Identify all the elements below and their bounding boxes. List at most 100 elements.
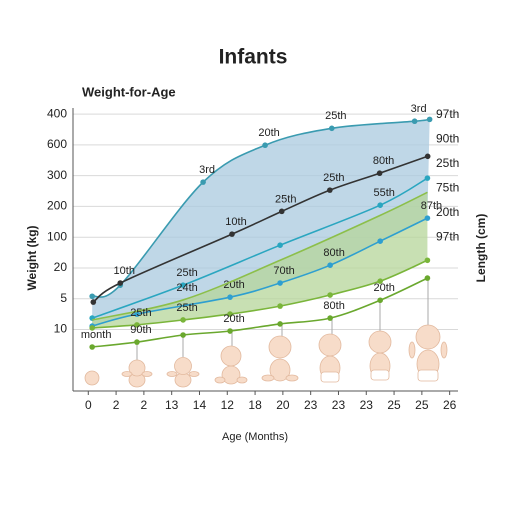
point	[180, 317, 186, 323]
point-label: 25th	[325, 110, 346, 122]
x-tick-label: 14	[193, 398, 207, 412]
y-tick-label: 10	[54, 322, 68, 336]
x-tick-label: 23	[304, 398, 318, 412]
y-tick-label: 600	[47, 137, 67, 151]
point-label: 25th	[176, 302, 197, 314]
point	[277, 242, 283, 248]
point	[377, 297, 383, 304]
point	[424, 215, 431, 221]
series-line	[92, 259, 428, 329]
point-label: 25th	[323, 172, 344, 184]
right-label: 25th	[436, 156, 459, 170]
point-label: 87th	[421, 200, 442, 212]
baby-icons	[84, 324, 448, 388]
point	[327, 187, 333, 193]
band	[92, 119, 430, 327]
x-tick-label: 12	[221, 398, 235, 412]
point-label: 20th	[258, 127, 279, 139]
point	[278, 208, 285, 215]
point-label: 3rd	[411, 103, 427, 115]
right-label: 97th	[436, 107, 459, 121]
point	[89, 325, 95, 331]
baby	[84, 370, 100, 386]
point-label: 10th	[114, 265, 135, 277]
point	[180, 332, 186, 338]
point	[227, 294, 233, 300]
point-label: 24th	[176, 282, 197, 294]
baby	[368, 330, 392, 381]
point	[89, 344, 95, 350]
y-tick-label: 5	[60, 291, 67, 305]
band	[92, 192, 428, 328]
point-label: 80th	[373, 155, 394, 167]
baby	[214, 345, 248, 385]
x-tick-label: 13	[165, 398, 179, 412]
point	[377, 278, 383, 284]
y-tick-label: 20	[54, 260, 68, 274]
point	[426, 116, 433, 123]
point	[424, 175, 431, 181]
point	[376, 170, 383, 177]
x-tick-label: 20	[276, 398, 290, 412]
right-label: 90th	[436, 132, 459, 146]
point	[227, 311, 233, 317]
x-tick-label: 2	[113, 398, 120, 412]
point	[229, 231, 235, 237]
point	[327, 292, 333, 298]
point-label: 80th	[323, 247, 344, 259]
point	[180, 282, 186, 288]
point-label: 90th	[130, 324, 151, 336]
point	[134, 322, 140, 328]
point-label: 25th	[130, 307, 151, 319]
point-label: 80th	[323, 300, 344, 312]
point-label: 25th	[275, 193, 296, 205]
baby	[261, 335, 299, 382]
chart-subtitle: Weight-for-Age	[82, 84, 176, 99]
x-tick-label: 25	[387, 398, 401, 412]
point	[424, 153, 431, 160]
lines: 3rd 20th 25th 3rd 20th 70th 80th 87th 25th 55th 10…	[81, 103, 442, 350]
point	[117, 280, 124, 286]
x-tick-label: 25	[415, 398, 429, 412]
x-tick-label: 18	[248, 398, 262, 412]
series-line	[92, 277, 428, 348]
baby	[121, 359, 153, 388]
right-label: 20th	[436, 205, 459, 219]
point	[262, 142, 268, 149]
point-label: month	[81, 329, 112, 341]
y-tick-label: 100	[47, 229, 67, 243]
point-label: 3rd	[199, 164, 215, 176]
y-tick-label: 400	[47, 106, 67, 120]
point	[327, 262, 333, 268]
point-label: 25th	[176, 267, 197, 279]
chart-title: Infants	[219, 46, 288, 69]
x-tick-label: 26	[443, 398, 457, 412]
right-label: 97th	[436, 230, 459, 244]
y2-axis-label: Length (cm)	[474, 214, 488, 283]
x-tick-label: 23	[360, 398, 374, 412]
point	[328, 125, 335, 132]
point	[200, 179, 206, 185]
point	[134, 339, 140, 345]
point-label: 55th	[373, 187, 394, 199]
point	[90, 299, 97, 305]
point	[277, 280, 283, 286]
x-axis-label: Age (Months)	[222, 431, 288, 443]
point	[424, 257, 431, 264]
point	[377, 238, 383, 244]
x-tick-label: 0	[85, 398, 92, 412]
y-axis-label: Weight (kg)	[25, 225, 39, 290]
bands	[92, 119, 430, 328]
y-tick-label: 200	[47, 199, 67, 213]
right-label: 75th	[436, 181, 459, 195]
baby	[318, 333, 342, 383]
point	[277, 303, 283, 309]
y-tick-label: 300	[47, 168, 67, 182]
point-label: 20th	[373, 282, 394, 294]
series-line	[92, 191, 428, 321]
point	[89, 293, 95, 300]
point	[424, 275, 431, 281]
point	[277, 321, 283, 327]
